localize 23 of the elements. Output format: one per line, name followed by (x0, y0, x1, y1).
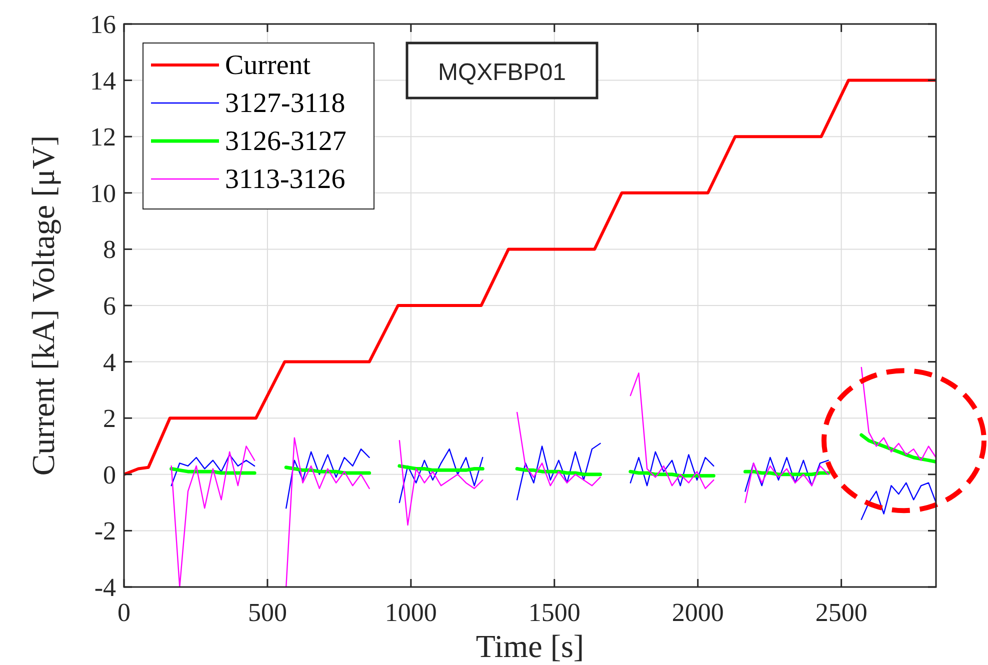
y-axis-title: Current [kA] Voltage [μV] (25, 135, 61, 476)
annotation: MQXFBP01 (438, 59, 566, 86)
legend-label: 3126-3127 (225, 126, 346, 157)
y-tick-label: 2 (103, 404, 116, 434)
x-axis-title: Time [s] (476, 628, 584, 664)
y-tick-label: 6 (103, 292, 116, 320)
legend-label: 3113-3126 (225, 164, 346, 195)
y-tick-label: -2 (94, 516, 116, 546)
y-tick-label: 4 (103, 348, 116, 377)
y-tick-label: -4 (94, 573, 116, 602)
legend-label: Current (225, 50, 311, 81)
y-tick-label: 14 (90, 66, 116, 96)
y-tick-label: 0 (103, 460, 116, 490)
x-tick-label: 2500 (815, 598, 868, 627)
x-tick-label: 2000 (672, 598, 724, 627)
legend-label: 3127-3118 (225, 88, 346, 119)
x-tick-label: 500 (248, 598, 287, 627)
y-tick-label: 10 (90, 178, 116, 208)
x-tick-label: 1500 (528, 598, 580, 627)
y-tick-label: 16 (90, 10, 116, 39)
x-tick-label: 1000 (384, 598, 437, 627)
y-tick-label: 12 (90, 122, 116, 152)
y-tick-label: 8 (103, 235, 116, 264)
